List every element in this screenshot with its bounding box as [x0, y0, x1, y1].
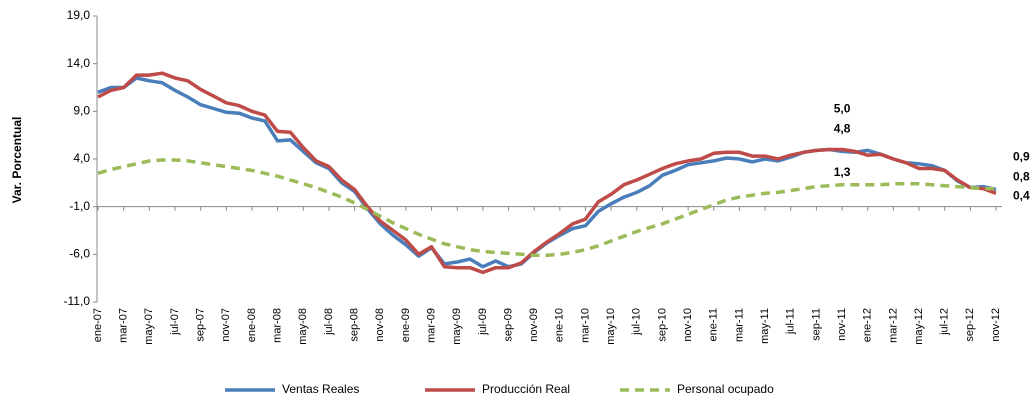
y-tick-label: -11,0 [64, 294, 91, 308]
y-tick-label: 19,0 [67, 8, 91, 22]
x-tick-label: nov-07 [220, 308, 232, 342]
x-tick-label: nov-10 [682, 308, 694, 342]
x-tick-label: sep-09 [502, 308, 514, 342]
x-tick-label: ene-07 [92, 308, 104, 342]
x-tick-label: may-08 [297, 308, 309, 345]
x-tick-label: jul-11 [785, 308, 797, 335]
value-label: 5,0 [834, 102, 851, 116]
x-tick-label: jul-12 [939, 308, 951, 336]
x-tick-label: ene-09 [400, 308, 412, 342]
x-tick-label: jul-07 [169, 308, 181, 336]
y-tick-label: -1,0 [69, 199, 90, 213]
x-tick-label: mar-12 [887, 308, 899, 343]
x-tick-label: nov-08 [374, 308, 386, 342]
x-tick-label: sep-10 [656, 308, 668, 342]
x-tick-label: may-09 [451, 308, 463, 345]
x-tick-label: may-07 [143, 308, 155, 345]
x-tick-label: sep-08 [348, 308, 360, 342]
x-tick-label: may-12 [913, 308, 925, 345]
x-tick-label: nov-09 [528, 308, 540, 342]
x-tick-label: mar-08 [272, 308, 284, 343]
x-tick-label: mar-11 [733, 308, 745, 342]
x-tick-label: ene-08 [246, 308, 258, 342]
value-label: 0,9 [1013, 150, 1030, 164]
x-tick-label: jul-10 [631, 308, 643, 336]
series-line [97, 158, 996, 258]
x-tick-label: ene-11 [708, 308, 720, 341]
x-tick-label: mar-09 [425, 308, 437, 343]
x-tick-label: may-11 [759, 308, 771, 344]
x-tick-label: sep-07 [195, 308, 207, 342]
value-label: 0,4 [1013, 188, 1030, 202]
y-tick-label: -6,0 [69, 247, 90, 261]
x-tick-label: sep-11 [810, 308, 822, 341]
series-line [97, 71, 997, 275]
series-line [97, 76, 997, 269]
x-tick-label: sep-12 [964, 308, 976, 342]
y-tick-label: 9,0 [73, 104, 90, 118]
y-tick-label: 14,0 [67, 56, 91, 70]
y-tick-label: 4,0 [73, 151, 90, 165]
value-label: 4,8 [834, 122, 851, 136]
legend-label: Ventas Reales [282, 382, 359, 396]
x-tick-label: ene-10 [554, 308, 566, 342]
x-tick-label: nov-11 [836, 308, 848, 341]
value-label: 1,3 [834, 165, 851, 179]
x-tick-label: mar-10 [579, 308, 591, 343]
y-axis-title: Var. Porcentual [10, 117, 24, 204]
x-tick-label: nov-12 [990, 308, 1002, 342]
legend-label: Producción Real [482, 382, 570, 396]
x-tick-label: mar-07 [118, 308, 130, 343]
x-tick-label: ene-12 [862, 308, 874, 342]
legend-label: Personal ocupado [677, 382, 774, 396]
value-label: 0,8 [1013, 170, 1030, 184]
x-tick-label: may-10 [605, 308, 617, 345]
x-tick-label: jul-08 [323, 308, 335, 336]
x-tick-label: jul-09 [477, 308, 489, 336]
